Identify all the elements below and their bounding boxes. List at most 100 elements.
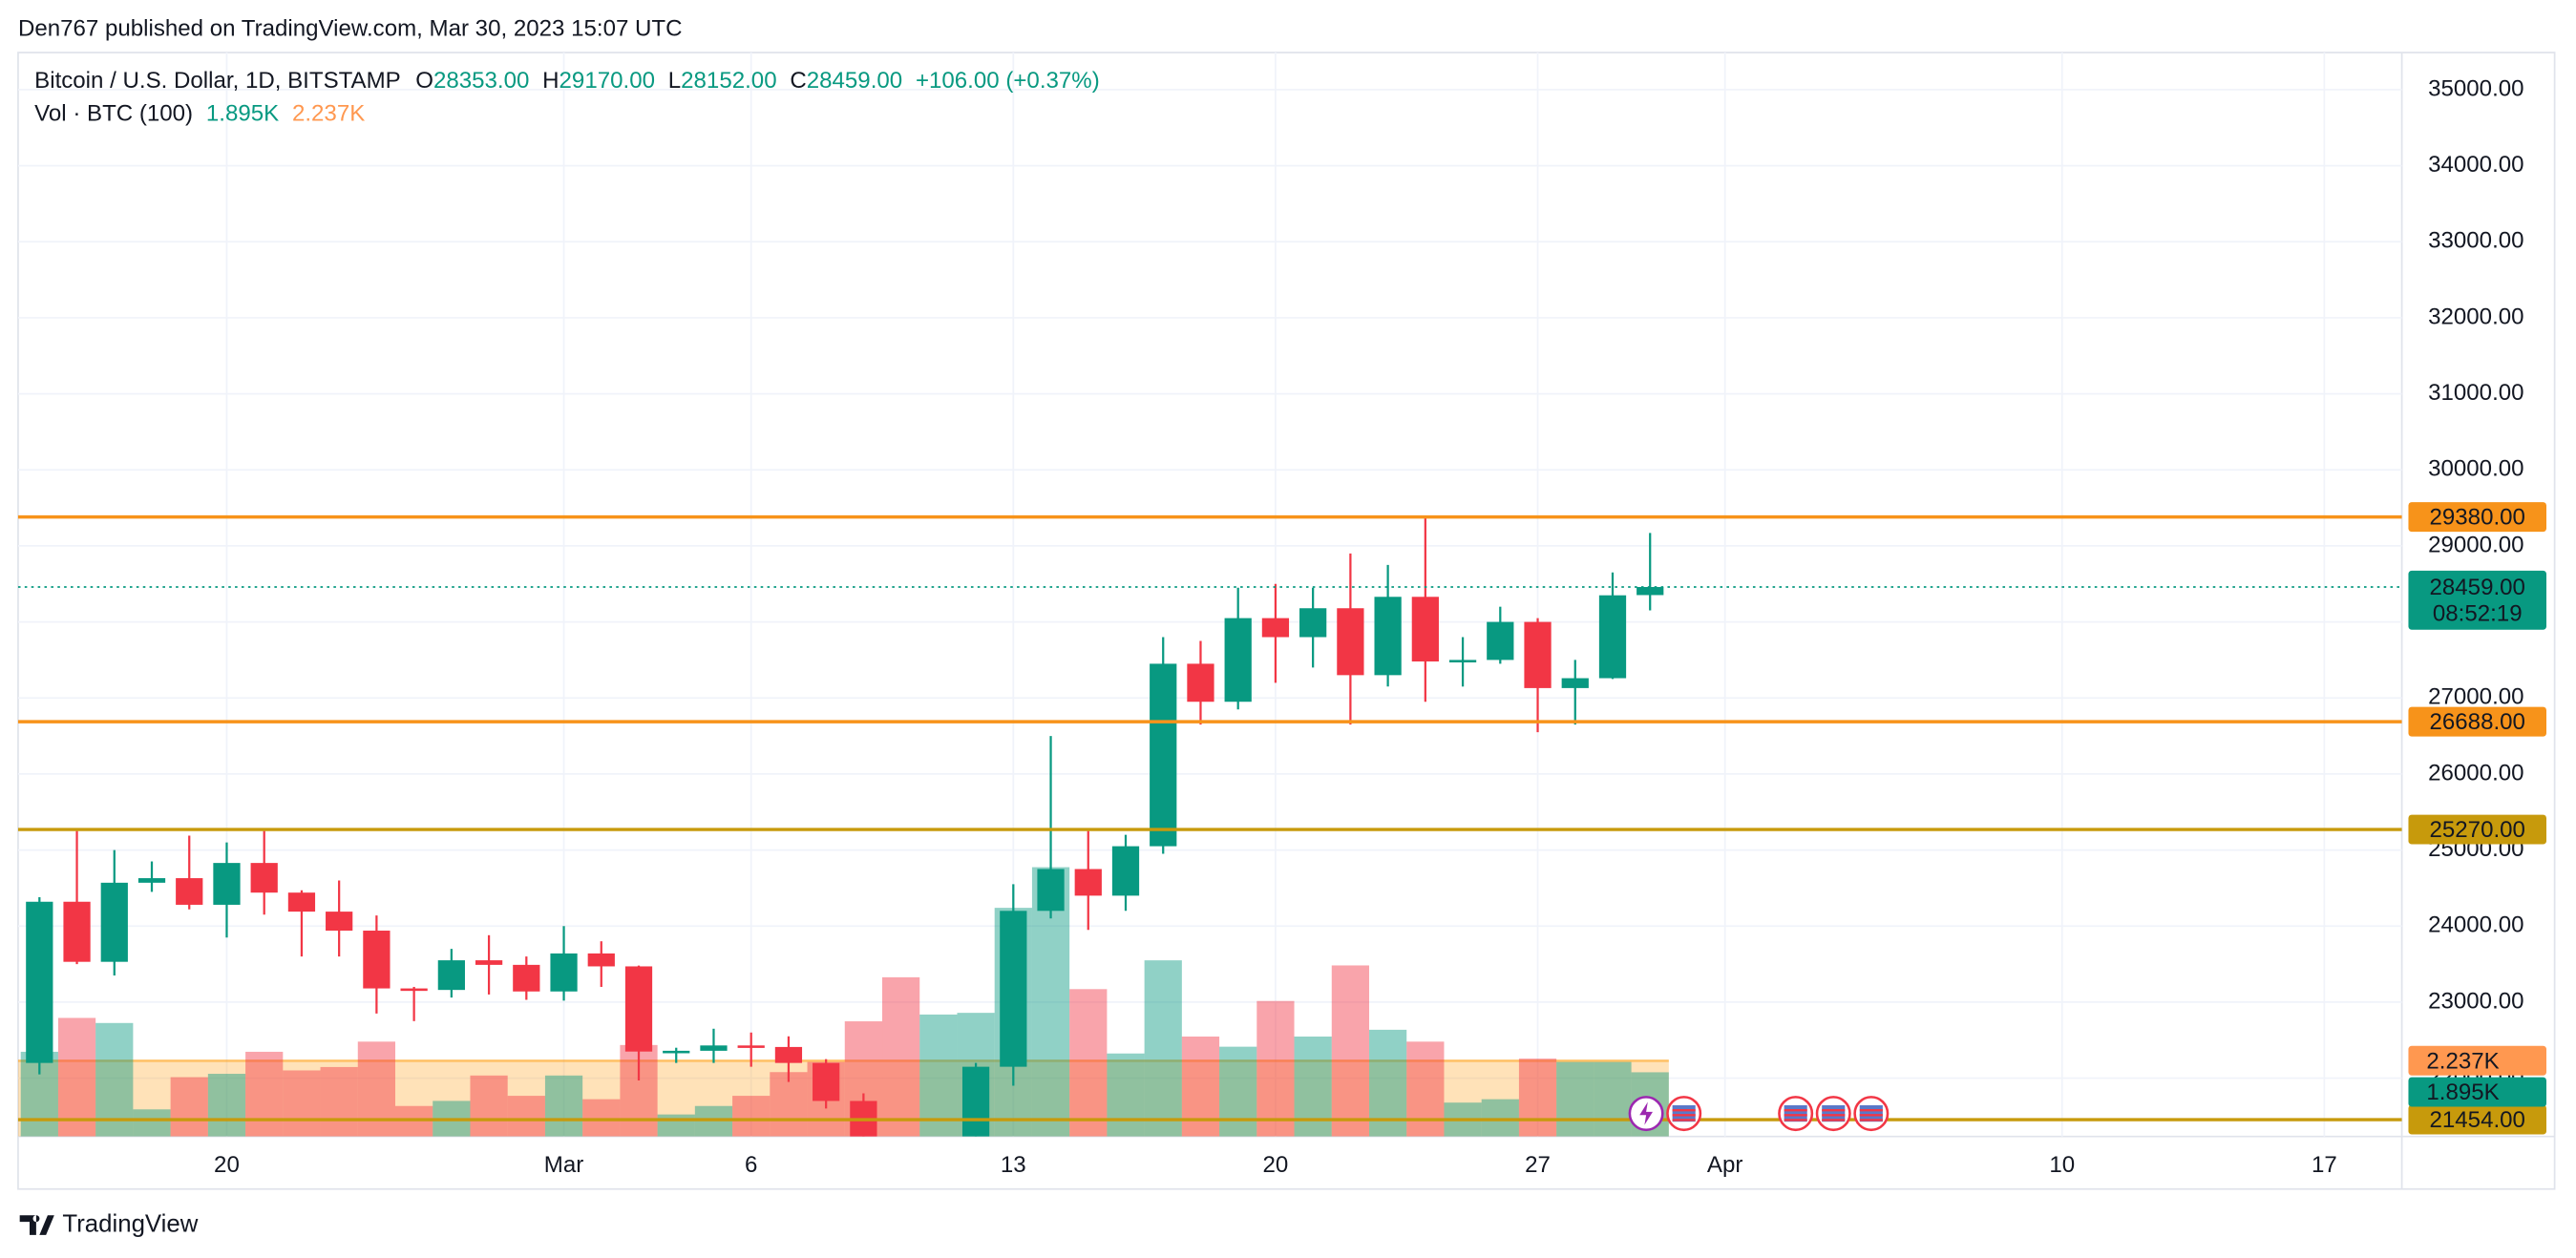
ohlc-key: O	[415, 68, 433, 94]
level-label-box	[2408, 502, 2546, 533]
candle-body	[961, 1066, 990, 1137]
volume-ma-label: 2.237K	[2426, 1048, 2499, 1074]
last-price-box	[2408, 570, 2546, 630]
x-tick-label: 27	[1525, 1152, 1551, 1178]
candle-body	[513, 964, 540, 992]
volume-bar	[170, 1077, 208, 1137]
volume-ma: 2.237K	[292, 101, 365, 127]
volume-bar	[1144, 960, 1182, 1137]
level-label: 29380.00	[2430, 505, 2525, 531]
candle-body	[137, 878, 166, 883]
ohlc-value: 28353.00	[433, 68, 529, 94]
candle-body	[1224, 618, 1252, 702]
candle-body	[1598, 595, 1627, 679]
level-label: 25270.00	[2430, 817, 2525, 843]
x-tick-label: 13	[1001, 1152, 1026, 1178]
candle-body	[1037, 869, 1065, 912]
y-tick-label: 23000.00	[2428, 988, 2523, 1014]
overlay: 29380.00 26688.00 25270.00 21454.00 28459.00…	[17, 502, 2546, 1135]
candle-body	[326, 912, 353, 932]
x-tick-label: 17	[2312, 1152, 2337, 1178]
volume-ma-area	[17, 1060, 1669, 1137]
volume-last-label: 1.895K	[2426, 1080, 2499, 1105]
candle-body	[176, 878, 203, 905]
volume-bar	[1219, 1046, 1257, 1137]
y-tick-label: 29000.00	[2428, 532, 2523, 557]
volume-bar	[1256, 1000, 1295, 1137]
candle-body	[1074, 869, 1102, 896]
candle-body	[213, 863, 241, 905]
candle-body	[287, 892, 316, 912]
volume-last-box	[2408, 1077, 2546, 1107]
candle-body	[363, 931, 391, 989]
volume-bar	[1406, 1041, 1445, 1137]
volume-bar	[357, 1041, 396, 1137]
level-label-box	[2408, 1104, 2546, 1135]
ohlc-key: C	[790, 68, 806, 94]
volume-bar	[919, 1014, 958, 1137]
candle-body	[100, 882, 128, 962]
x-tick-label: Apr	[1707, 1152, 1742, 1178]
candle-body	[850, 1101, 877, 1137]
candle-body	[1187, 663, 1214, 702]
symbol-name: Bitcoin / U.S. Dollar, 1D, BITSTAMP	[34, 68, 401, 94]
y-tick-label: 26000.00	[2428, 760, 2523, 786]
candle-body	[1111, 846, 1140, 896]
candles	[26, 516, 1664, 1216]
candle-body	[774, 1046, 803, 1063]
candle-body	[1000, 911, 1027, 1067]
volume-bar	[283, 1070, 321, 1137]
ohlc-value: 28152.00	[681, 68, 776, 94]
ohlc-value: 28459.00	[807, 68, 902, 94]
x-tick-label: 10	[2049, 1152, 2075, 1178]
ohlc-key: L	[668, 68, 681, 94]
candle-body	[1411, 597, 1439, 662]
volume-bar	[1069, 989, 1108, 1137]
y-tick-label: 27000.00	[2428, 684, 2523, 710]
candle-body	[1337, 608, 1364, 676]
candle-body	[587, 953, 615, 967]
candle-body	[1299, 608, 1327, 638]
level-label-box	[2408, 814, 2546, 845]
candle-body	[813, 1062, 840, 1101]
volume-bar	[1331, 965, 1369, 1137]
level-label: 21454.00	[2430, 1107, 2525, 1133]
volume-bar	[320, 1066, 358, 1137]
level-label-box	[2408, 706, 2546, 737]
candle-body	[437, 960, 465, 991]
candle-body	[1636, 587, 1664, 596]
volume-bar	[582, 1099, 621, 1137]
candle-body	[1261, 618, 1290, 638]
volume-bar	[882, 976, 920, 1137]
candle-body	[550, 953, 578, 992]
candle-body	[475, 960, 503, 965]
x-tick-label: 20	[1263, 1152, 1289, 1178]
volume-bar	[1181, 1036, 1220, 1137]
level-label: 26688.00	[2430, 709, 2525, 735]
candle-body	[887, 1203, 914, 1216]
y-tick-label: 34000.00	[2428, 152, 2523, 178]
candle-body	[250, 863, 278, 893]
y-tick-label: 33000.00	[2428, 228, 2523, 254]
y-tick-label: 30000.00	[2428, 456, 2523, 482]
volume-bar	[657, 1114, 695, 1137]
y-tick-label: 32000.00	[2428, 304, 2523, 329]
volume-pane	[17, 867, 1669, 1137]
volume-bar	[1481, 1099, 1519, 1137]
volume-bar	[133, 1109, 171, 1137]
ohlc-value: 29170.00	[560, 68, 655, 94]
brand-logo: TradingView	[19, 1210, 199, 1237]
volume-bar	[770, 1072, 808, 1137]
volume-bar	[207, 1074, 246, 1137]
candle-body	[1150, 663, 1177, 847]
volume-bar	[470, 1075, 508, 1137]
volume-bar	[1107, 1053, 1145, 1137]
volume-bar	[1594, 1061, 1632, 1137]
candle-body	[26, 901, 53, 1063]
ohlc-key: H	[542, 68, 559, 94]
volume-last: 1.895K	[206, 101, 279, 127]
volume-legend: Vol · BTC (100) 1.895K 2.237K	[34, 101, 365, 127]
volume-bar	[245, 1051, 284, 1137]
change: +106.00 (+0.37%)	[916, 68, 1100, 94]
